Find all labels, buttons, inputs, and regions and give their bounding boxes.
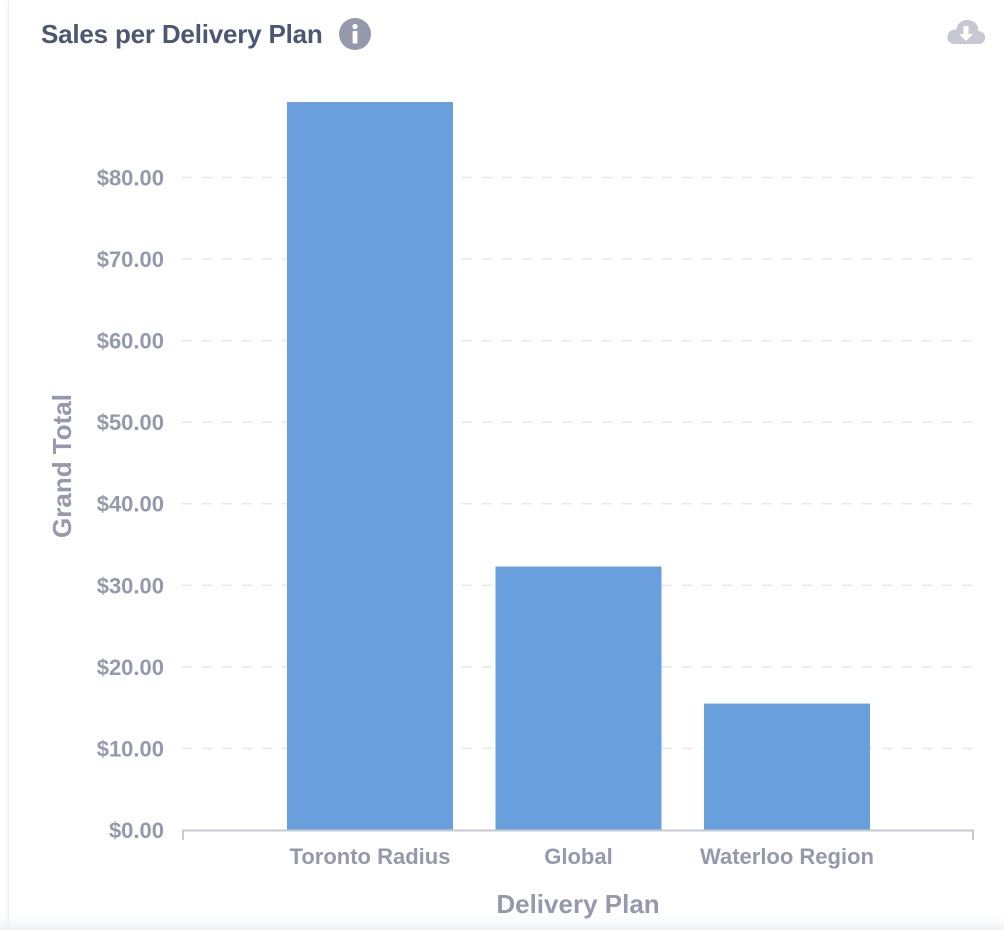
bar-waterloo-region[interactable]	[704, 703, 870, 830]
card-title: Sales per Delivery Plan	[41, 18, 323, 49]
y-tick-label: $80.00	[97, 165, 164, 190]
y-tick-label: $10.00	[97, 736, 164, 761]
y-tick-labels: $0.00 $10.00 $20.00 $30.00 $40.00 $50.00 $60.0…	[97, 165, 164, 843]
y-tick-label: $70.00	[97, 247, 164, 272]
x-tick-label: Toronto Radius	[290, 844, 451, 869]
y-tick-label: $40.00	[97, 492, 164, 517]
card-header: Sales per Delivery Plan	[41, 14, 371, 54]
info-circle-icon[interactable]	[338, 18, 371, 50]
x-tick-label: Waterloo Region	[700, 844, 874, 869]
y-tick-label: $50.00	[97, 410, 164, 435]
bar-global[interactable]	[495, 566, 662, 830]
y-axis-title: Grand Total	[47, 394, 77, 538]
bar-toronto-radius[interactable]	[287, 102, 453, 830]
x-tick-label: Global	[544, 844, 612, 869]
x-axis-title: Delivery Plan	[496, 889, 659, 919]
x-tick-labels: Toronto Radius Global Waterloo Region	[290, 844, 874, 869]
cloud-download-icon[interactable]	[945, 16, 987, 48]
y-tick-label: $20.00	[97, 655, 164, 680]
y-tick-label: $60.00	[97, 329, 164, 354]
bars	[287, 102, 870, 830]
y-tick-label: $30.00	[97, 573, 164, 598]
y-tick-label: $0.00	[109, 818, 164, 843]
bottom-fade	[0, 916, 1004, 930]
axes	[182, 829, 974, 840]
